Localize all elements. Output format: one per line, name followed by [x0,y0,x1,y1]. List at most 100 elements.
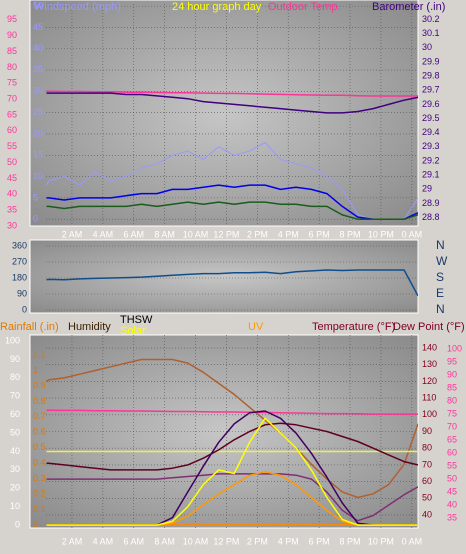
y-tick-label: 0.1 [33,504,46,514]
y-tick-label: 95 [7,14,17,24]
y-tick-label: 30.2 [422,14,440,24]
y-tick-label: 40 [7,189,17,199]
y-tick-label: 70 [7,94,17,104]
y-tick-label: 90 [447,369,457,379]
legend-label: Solar [120,325,146,337]
y-tick-label: 40 [447,499,457,509]
y-tick-label: 29 [422,184,432,194]
x-tick-label: 8 AM [154,536,175,546]
y-tick-label: 60 [10,409,20,419]
y-tick-label: 55 [447,460,457,470]
x-tick-label: 10 PM [368,536,394,546]
y-tick-label: 100 [447,343,462,353]
y-tick-label: 35 [33,64,43,74]
series-line [46,409,418,415]
y-tick-label: 40 [33,43,43,53]
y-tick-label: 1.1 [33,349,46,359]
y-tick-label: 80 [7,62,17,72]
y-tick-label: 25 [33,107,43,117]
y-tick-label: W [436,254,448,268]
x-tick-label: 4 PM [278,229,299,239]
y-tick-label: 29.9 [422,56,440,66]
x-tick-label: 8 AM [154,229,175,239]
y-tick-label: 29.5 [422,113,440,123]
x-tick-label: 10 AM [183,229,209,239]
x-tick-label: 0 AM [402,536,423,546]
y-tick-label: 29.3 [422,141,440,151]
y-tick-label: 45 [33,22,43,32]
series-line [46,422,418,471]
series-line [46,184,418,220]
y-tick-label: 30 [33,86,43,96]
series-line [46,269,418,297]
y-tick-label: 60 [422,476,432,486]
series-line [46,142,418,220]
y-tick-label: 50 [447,473,457,483]
y-tick-label: 65 [7,109,17,119]
x-tick-label: 4 AM [93,536,114,546]
y-tick-label: 75 [7,78,17,88]
x-tick-label: 6 PM [309,229,330,239]
y-tick-label: 50 [7,157,17,167]
y-tick-label: 100 [422,409,437,419]
y-tick-label: 28.9 [422,198,440,208]
x-tick-label: 10 AM [183,536,209,546]
series-line [46,417,418,526]
y-tick-label: 0.7 [33,411,46,421]
y-tick-label: 29.6 [422,99,440,109]
y-tick-label: 70 [447,421,457,431]
y-tick-label: 0.8 [33,396,46,406]
y-tick-label: 35 [447,512,457,522]
axis-label: Temperature (°F) [312,321,395,333]
y-tick-label: 140 [422,342,437,352]
y-tick-label: 75 [447,408,457,418]
y-tick-label: 35 [7,205,17,215]
series-line [46,201,418,220]
y-tick-label: 30 [7,220,17,230]
y-tick-label: 10 [33,171,43,181]
y-tick-label: 45 [7,173,17,183]
y-tick-label: S [436,270,444,284]
y-tick-label: 70 [10,391,20,401]
y-tick-label: 100 [5,335,20,345]
y-tick-label: 30.1 [422,28,440,38]
y-tick-label: 80 [10,372,20,382]
x-tick-label: 2 AM [62,536,83,546]
y-tick-label: 120 [422,376,437,386]
x-tick-label: 12 PM [213,229,239,239]
y-tick-label: 360 [12,240,27,250]
y-tick-label: 50 [33,1,43,11]
y-tick-label: 0.2 [33,488,46,498]
y-tick-label: 60 [447,447,457,457]
series-line [46,358,418,499]
y-tick-label: 40 [422,509,432,519]
y-tick-label: 40 [10,446,20,456]
x-tick-label: 10 PM [368,229,394,239]
y-tick-label: 95 [447,356,457,366]
y-tick-label: 0.4 [33,458,46,468]
y-tick-label: 50 [422,493,432,503]
y-tick-label: 15 [33,150,43,160]
y-tick-label: 80 [447,395,457,405]
y-tick-label: 20 [10,483,20,493]
y-tick-label: 85 [7,46,17,56]
y-tick-label: 45 [447,486,457,496]
x-tick-label: 6 AM [123,536,144,546]
x-tick-label: 6 AM [123,229,144,239]
axis-label: Barometer (.in) [372,1,445,13]
x-tick-label: 6 PM [309,536,330,546]
y-tick-label: 29.7 [422,85,440,95]
y-tick-label: 70 [422,459,432,469]
plot-background [29,239,419,314]
y-tick-label: 65 [447,434,457,444]
axis-label: Humidity [68,321,111,333]
y-tick-label: 29.8 [422,70,440,80]
y-tick-label: 80 [422,443,432,453]
y-tick-label: 29.1 [422,169,440,179]
x-tick-label: 4 PM [278,536,299,546]
y-tick-label: 60 [7,125,17,135]
y-tick-label: 90 [10,354,20,364]
series-line [46,92,418,114]
x-tick-label: 0 AM [402,229,423,239]
